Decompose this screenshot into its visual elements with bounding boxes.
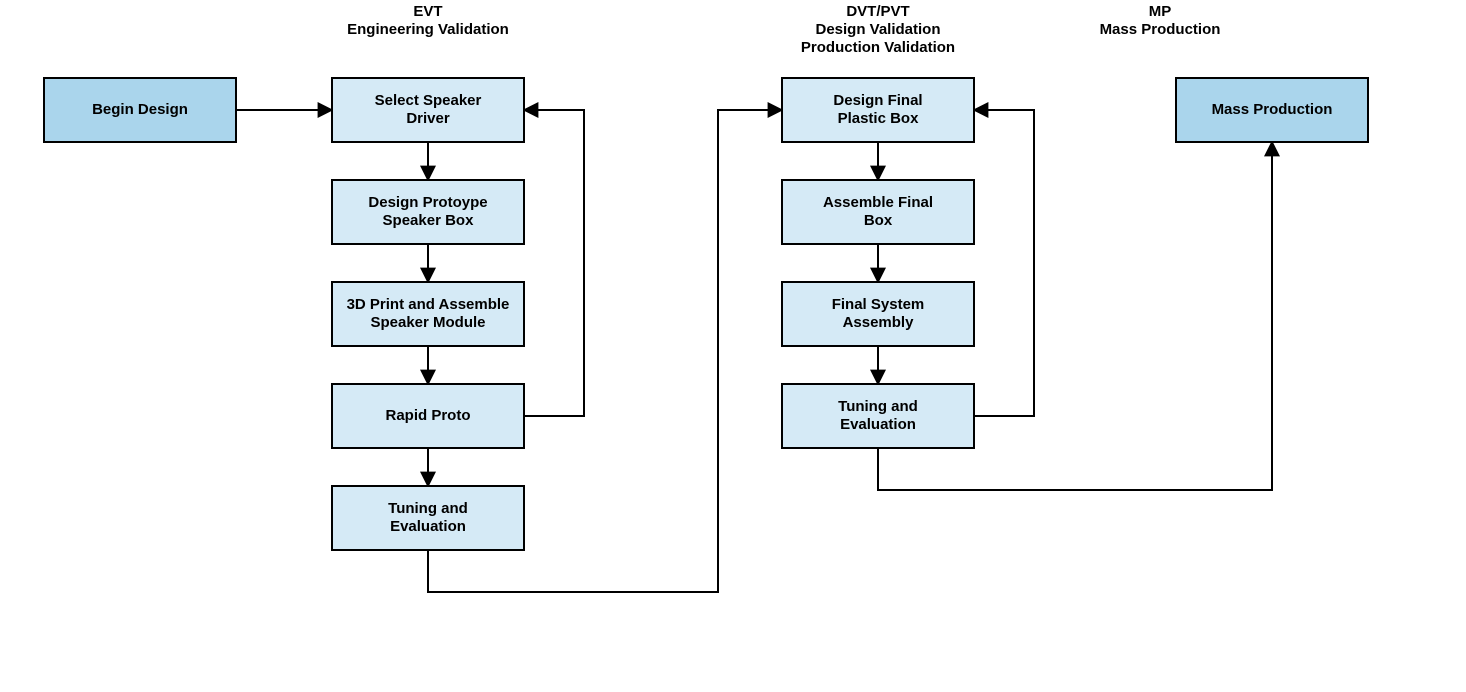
node-label: Box	[864, 212, 893, 229]
node-label: Driver	[406, 110, 450, 127]
node-label: Tuning and	[388, 500, 468, 517]
column-header: EVT	[413, 3, 442, 20]
node-label: Rapid Proto	[386, 407, 471, 424]
node-label: Mass Production	[1212, 101, 1333, 118]
node-design-final: Design FinalPlastic Box	[782, 78, 974, 142]
node-select: Select SpeakerDriver	[332, 78, 524, 142]
node-label: Evaluation	[840, 416, 916, 433]
node-label: Assemble Final	[823, 194, 933, 211]
column-header: Engineering Validation	[347, 21, 509, 38]
node-final-sys: Final SystemAssembly	[782, 282, 974, 346]
node-mp: Mass Production	[1176, 78, 1368, 142]
node-label: Select Speaker	[375, 92, 482, 109]
node-tune2: Tuning andEvaluation	[782, 384, 974, 448]
node-label: Begin Design	[92, 101, 188, 118]
node-label: Evaluation	[390, 518, 466, 535]
column-header: DVT/PVT	[846, 3, 909, 20]
node-label: Plastic Box	[838, 110, 920, 127]
node-label: Final System	[832, 296, 925, 313]
node-label: Design Protoype	[368, 194, 487, 211]
node-tune1: Tuning andEvaluation	[332, 486, 524, 550]
flowchart-canvas: Begin Design Select SpeakerDriver Design P…	[0, 0, 1466, 692]
column-header: Design Validation	[815, 21, 940, 38]
node-print: 3D Print and AssembleSpeaker Module	[332, 282, 524, 346]
node-label: Speaker Box	[383, 212, 475, 229]
node-label: 3D Print and Assemble	[347, 296, 510, 313]
node-label: Assembly	[843, 314, 915, 331]
edge-e-rapid-loop-select	[524, 110, 584, 416]
node-begin: Begin Design	[44, 78, 236, 142]
column-header: Production Validation	[801, 39, 955, 56]
node-design-proto: Design ProtoypeSpeaker Box	[332, 180, 524, 244]
node-rapid: Rapid Proto	[332, 384, 524, 448]
column-header: Mass Production	[1100, 21, 1221, 38]
node-label: Speaker Module	[370, 314, 485, 331]
node-label: Tuning and	[838, 398, 918, 415]
column-header: MP	[1149, 3, 1172, 20]
node-label: Design Final	[833, 92, 922, 109]
edge-e-tune2-loop-designfinal	[974, 110, 1034, 416]
node-assemble-box: Assemble FinalBox	[782, 180, 974, 244]
